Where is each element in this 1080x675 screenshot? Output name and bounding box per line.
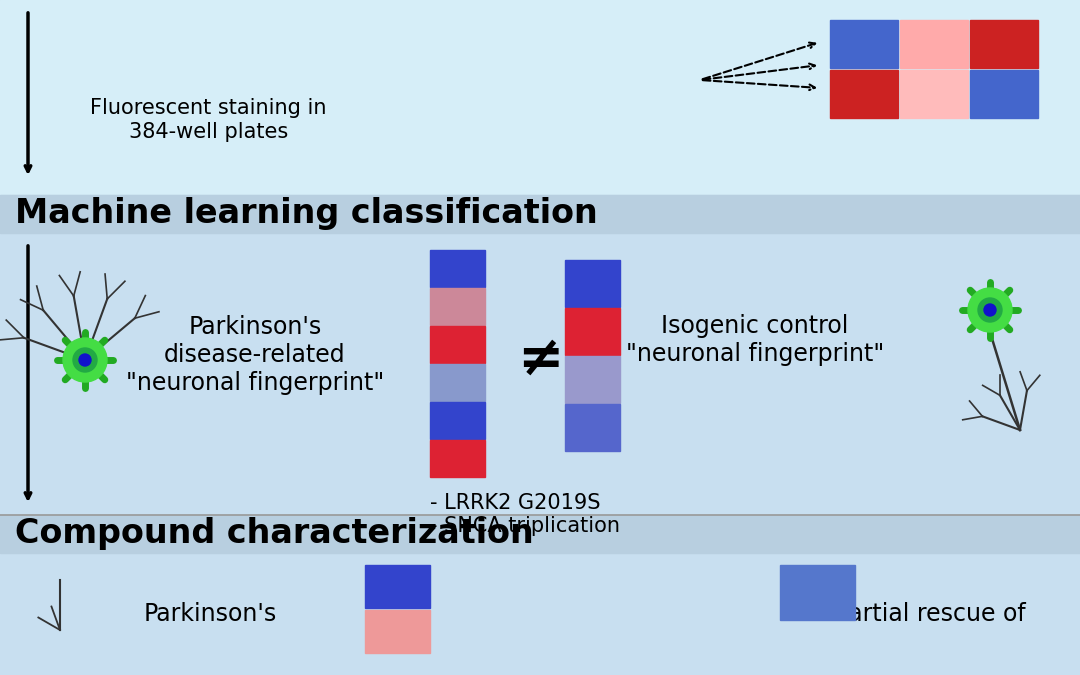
Text: Partial rescue of: Partial rescue of (835, 602, 1025, 626)
Text: Machine learning classification: Machine learning classification (15, 198, 597, 230)
Bar (831, 20, 897, 68)
Bar (0, 515, 1080, 553)
Circle shape (968, 288, 1012, 332)
Bar (780, 565, 855, 620)
Bar (970, 70, 1038, 118)
Text: - LRRK2 G2019S
- SNCA triplication: - LRRK2 G2019S - SNCA triplication (430, 493, 620, 536)
Bar (430, 288, 485, 325)
Text: Isogenic control
"neuronal fingerprint": Isogenic control "neuronal fingerprint" (626, 314, 885, 366)
Bar (565, 308, 620, 355)
Circle shape (63, 338, 107, 382)
Bar (0, 515, 1080, 675)
Circle shape (79, 354, 91, 366)
Bar (430, 402, 485, 439)
Text: Fluorescent staining in
384-well plates: Fluorescent staining in 384-well plates (90, 99, 326, 142)
Bar (430, 250, 485, 287)
Bar (430, 364, 485, 401)
Text: Compound characterization: Compound characterization (15, 518, 534, 551)
Text: ≠: ≠ (516, 333, 564, 387)
Bar (365, 610, 430, 653)
Bar (365, 565, 430, 608)
Bar (970, 20, 1038, 68)
Text: Parkinson's
disease-related
"neuronal fingerprint": Parkinson's disease-related "neuronal fi… (126, 315, 384, 395)
Bar (565, 356, 620, 403)
Bar (565, 404, 620, 451)
Bar (0, 195, 1080, 515)
Bar (565, 260, 620, 307)
Text: Parkinson's: Parkinson's (144, 602, 276, 626)
Bar (430, 326, 485, 363)
Circle shape (73, 348, 97, 372)
Circle shape (984, 304, 996, 316)
Bar (900, 20, 968, 68)
Bar (0, 195, 1080, 233)
Bar (900, 70, 968, 118)
Bar (430, 440, 485, 477)
Bar (0, 0, 1080, 195)
Bar (831, 70, 897, 118)
Circle shape (978, 298, 1002, 322)
